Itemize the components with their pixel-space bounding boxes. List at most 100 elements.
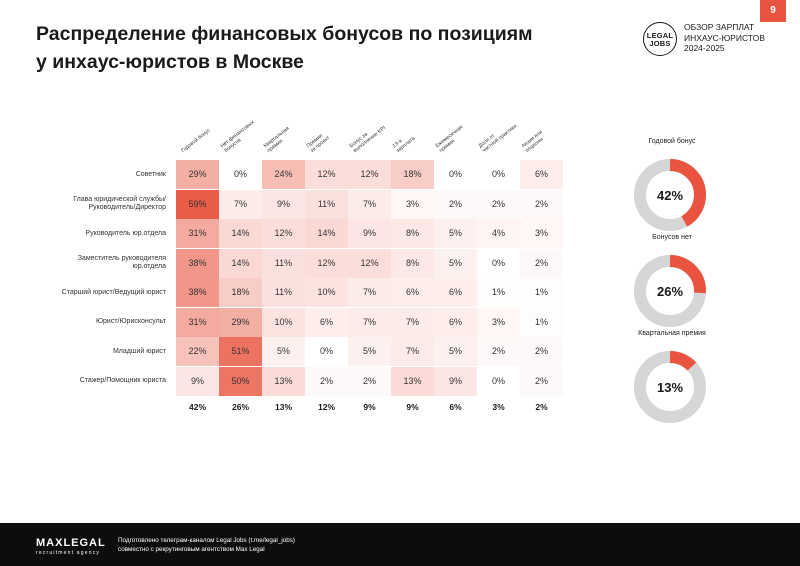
donut-slice — [634, 255, 706, 327]
heatmap-cell: 8% — [391, 248, 434, 278]
heatmap-cell: 6% — [305, 307, 348, 337]
heatmap-cell: 2% — [434, 189, 477, 219]
donut-value: 42% — [657, 188, 683, 203]
row-label-line: Младший юрист — [112, 347, 166, 355]
heatmap-cell: 12% — [305, 248, 348, 278]
heatmap-cell: 18% — [391, 160, 434, 189]
heatmap-cell: 7% — [348, 278, 391, 307]
heatmap-cell: 31% — [176, 307, 219, 337]
maxlegal-logo: MAXLEGAL — [36, 537, 106, 549]
column-total: 6% — [449, 402, 462, 412]
footer-note-line-2: совместно с рекрутинговым агентством Max… — [118, 546, 265, 553]
heatmap-cell: 0% — [477, 248, 520, 278]
page-number-badge: 9 — [760, 0, 786, 22]
row-label-line: Стажер/Помощник юриста — [79, 377, 166, 384]
row-label: Стажер/Помощник юриста — [16, 377, 166, 386]
heatmap-cell: 9% — [348, 219, 391, 248]
heatmap-cell: 3% — [391, 189, 434, 219]
heatmap-cell: 12% — [348, 248, 391, 278]
row-label-line: Глава юридической службы/ — [73, 195, 166, 203]
heatmap-cell: 38% — [176, 278, 219, 307]
column-header: Акции или опционы — [521, 129, 548, 154]
column-total: 9% — [363, 402, 376, 412]
title-line-1: Распределение финансовых бонусов по пози… — [36, 23, 533, 45]
heatmap-cell: 51% — [219, 337, 262, 366]
row-label: Глава юридической службы/Руководитель/Ди… — [16, 196, 166, 213]
donut-chart: 42% — [633, 158, 707, 232]
heatmap-cell: 2% — [520, 248, 563, 278]
heatmap-cell: 6% — [520, 160, 563, 189]
heatmap-cell: 1% — [477, 278, 520, 307]
heatmap-cell: 0% — [219, 160, 262, 189]
heatmap-cell: 24% — [262, 160, 305, 189]
donut-title: Квартальная премия — [638, 330, 706, 337]
heatmap-cell: 11% — [262, 248, 305, 278]
heatmap-cell: 7% — [391, 337, 434, 366]
heatmap-cell: 6% — [391, 278, 434, 307]
donut-chart: 26% — [633, 254, 707, 328]
heatmap-cell: 29% — [176, 160, 219, 189]
heatmap-cell: 8% — [391, 219, 434, 248]
heatmap-cell: 7% — [348, 189, 391, 219]
title-line-2: у инхаус-юристов в Москве — [36, 51, 304, 73]
heatmap-cell: 0% — [305, 337, 348, 366]
heatmap-cell: 5% — [434, 337, 477, 366]
row-label: Младший юрист — [16, 348, 166, 357]
heatmap-cell: 12% — [348, 160, 391, 189]
report-label: ОБЗОР ЗАРПЛАТ ИНХАУС-ЮРИСТОВ 2024-2025 — [684, 22, 765, 54]
heatmap-cell: 5% — [262, 337, 305, 366]
column-header: 13-я зарплата — [392, 131, 417, 154]
heatmap-cell: 4% — [477, 219, 520, 248]
heatmap-cell: 13% — [262, 366, 305, 396]
heatmap-cell: 0% — [477, 160, 520, 189]
heatmap-cell: 59% — [176, 189, 219, 219]
heatmap-cell: 10% — [262, 307, 305, 337]
heatmap-cell: 5% — [434, 219, 477, 248]
row-label-line: Заместитель руководителя — [77, 254, 166, 262]
heatmap-cell: 14% — [305, 219, 348, 248]
heatmap-cell: 10% — [305, 278, 348, 307]
heatmap-cell: 5% — [434, 248, 477, 278]
column-header: Премия за проект — [306, 130, 331, 154]
heatmap-cell: 2% — [520, 189, 563, 219]
heatmap-cell: 7% — [219, 189, 262, 219]
heatmap-cell: 22% — [176, 337, 219, 366]
heatmap-cell: 14% — [219, 248, 262, 278]
heatmap-cell: 1% — [520, 278, 563, 307]
page-title: Распределение финансовых бонусов по пози… — [36, 20, 556, 76]
heatmap-cell: 2% — [477, 337, 520, 366]
row-label-line: Руководитель/Директор — [88, 204, 166, 212]
column-header: Бонус за выполнение KPI — [349, 120, 387, 154]
heatmap-cell: 9% — [176, 366, 219, 396]
row-label: Руководитель юр.отдела — [16, 230, 166, 239]
heatmap-cell: 2% — [520, 366, 563, 396]
heatmap-cell: 2% — [305, 366, 348, 396]
heatmap-cell: 2% — [520, 337, 563, 366]
heatmap-cell: 6% — [434, 307, 477, 337]
heatmap-cell: 12% — [262, 219, 305, 248]
heatmap-cell: 14% — [219, 219, 262, 248]
heatmap-cell: 1% — [520, 307, 563, 337]
heatmap-cell: 9% — [262, 189, 305, 219]
heatmap-cell: 7% — [348, 307, 391, 337]
heatmap-cell: 0% — [477, 366, 520, 396]
column-total: 3% — [492, 402, 505, 412]
column-header-line: Годовой бонус — [180, 127, 212, 154]
column-total: 26% — [231, 402, 249, 412]
column-header: Ежемесячная премия — [435, 124, 468, 154]
heatmap-cell: 0% — [434, 160, 477, 189]
report-label-line-1: ОБЗОР ЗАРПЛАТ — [684, 22, 755, 32]
row-label: Старший юрист/Ведущий юрист — [16, 289, 166, 298]
column-header: Квартальная премия — [263, 126, 295, 154]
donut-slice — [634, 159, 706, 231]
heatmap-cell: 7% — [391, 307, 434, 337]
row-label-line: Руководитель юр.отдела — [85, 229, 166, 237]
report-label-line-3: 2024-2025 — [684, 43, 725, 53]
row-label: Советник — [16, 171, 166, 180]
heatmap-cell: 6% — [434, 278, 477, 307]
heatmap-cell: 18% — [219, 278, 262, 307]
row-label: Юрист/Юрисконсульт — [16, 318, 166, 327]
heatmap-cell: 3% — [520, 219, 563, 248]
heatmap-cell: 5% — [348, 337, 391, 366]
row-label: Заместитель руководителя юр.отдела — [16, 255, 166, 272]
